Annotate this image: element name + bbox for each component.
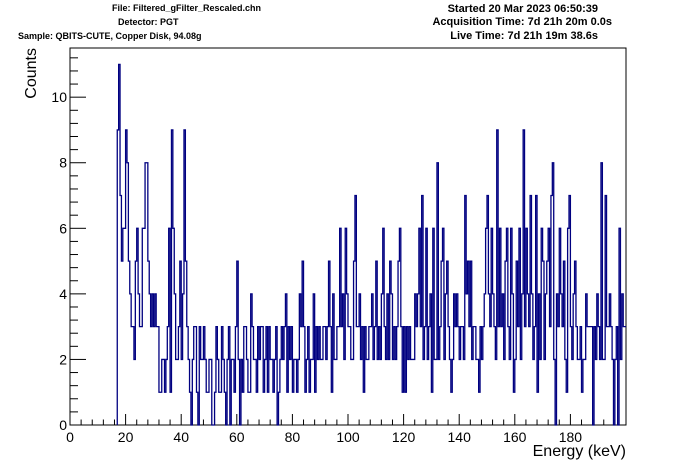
counts-histogram-series: [116, 63, 626, 426]
live-time-label: Live Time: 7d 21h 19m 38.6s: [450, 30, 598, 42]
x-tick-label: 140: [448, 429, 472, 445]
started-label: Started 20 Mar 2023 06:50:39: [447, 3, 598, 15]
y-axis: 0 2 4 6 8 10: [51, 57, 86, 433]
x-tick-label: 120: [392, 429, 416, 445]
x-tick-label: 160: [503, 429, 527, 445]
x-tick-label: 180: [559, 429, 583, 445]
x-tick-label: 20: [118, 429, 134, 445]
sample-label: Sample: QBITS-CUTE, Copper Disk, 94.08g: [18, 31, 202, 41]
x-axis-title: Energy (keV): [533, 443, 626, 460]
x-tick-label: 80: [285, 429, 301, 445]
x-tick-label: 60: [229, 429, 245, 445]
file-name-label: File: Filtered_gFilter_Rescaled.chn: [112, 3, 262, 13]
x-tick-label: 40: [173, 429, 189, 445]
y-axis-title: Counts: [23, 48, 40, 99]
y-tick-label: 8: [59, 155, 67, 171]
y-tick-label: 10: [51, 89, 67, 105]
y-tick-label: 2: [59, 351, 67, 367]
y-tick-label: 6: [59, 220, 67, 236]
x-tick-label: 0: [66, 429, 74, 445]
x-tick-label: 100: [336, 429, 360, 445]
detector-label: Detector: PGT: [118, 17, 179, 27]
x-axis: 0 20 40 60 80 100 120 140 160 180: [66, 414, 627, 445]
y-tick-label: 4: [59, 286, 67, 302]
y-tick-label: 0: [59, 417, 67, 433]
acquisition-time-label: Acquisition Time: 7d 21h 20m 0.0s: [432, 16, 612, 28]
